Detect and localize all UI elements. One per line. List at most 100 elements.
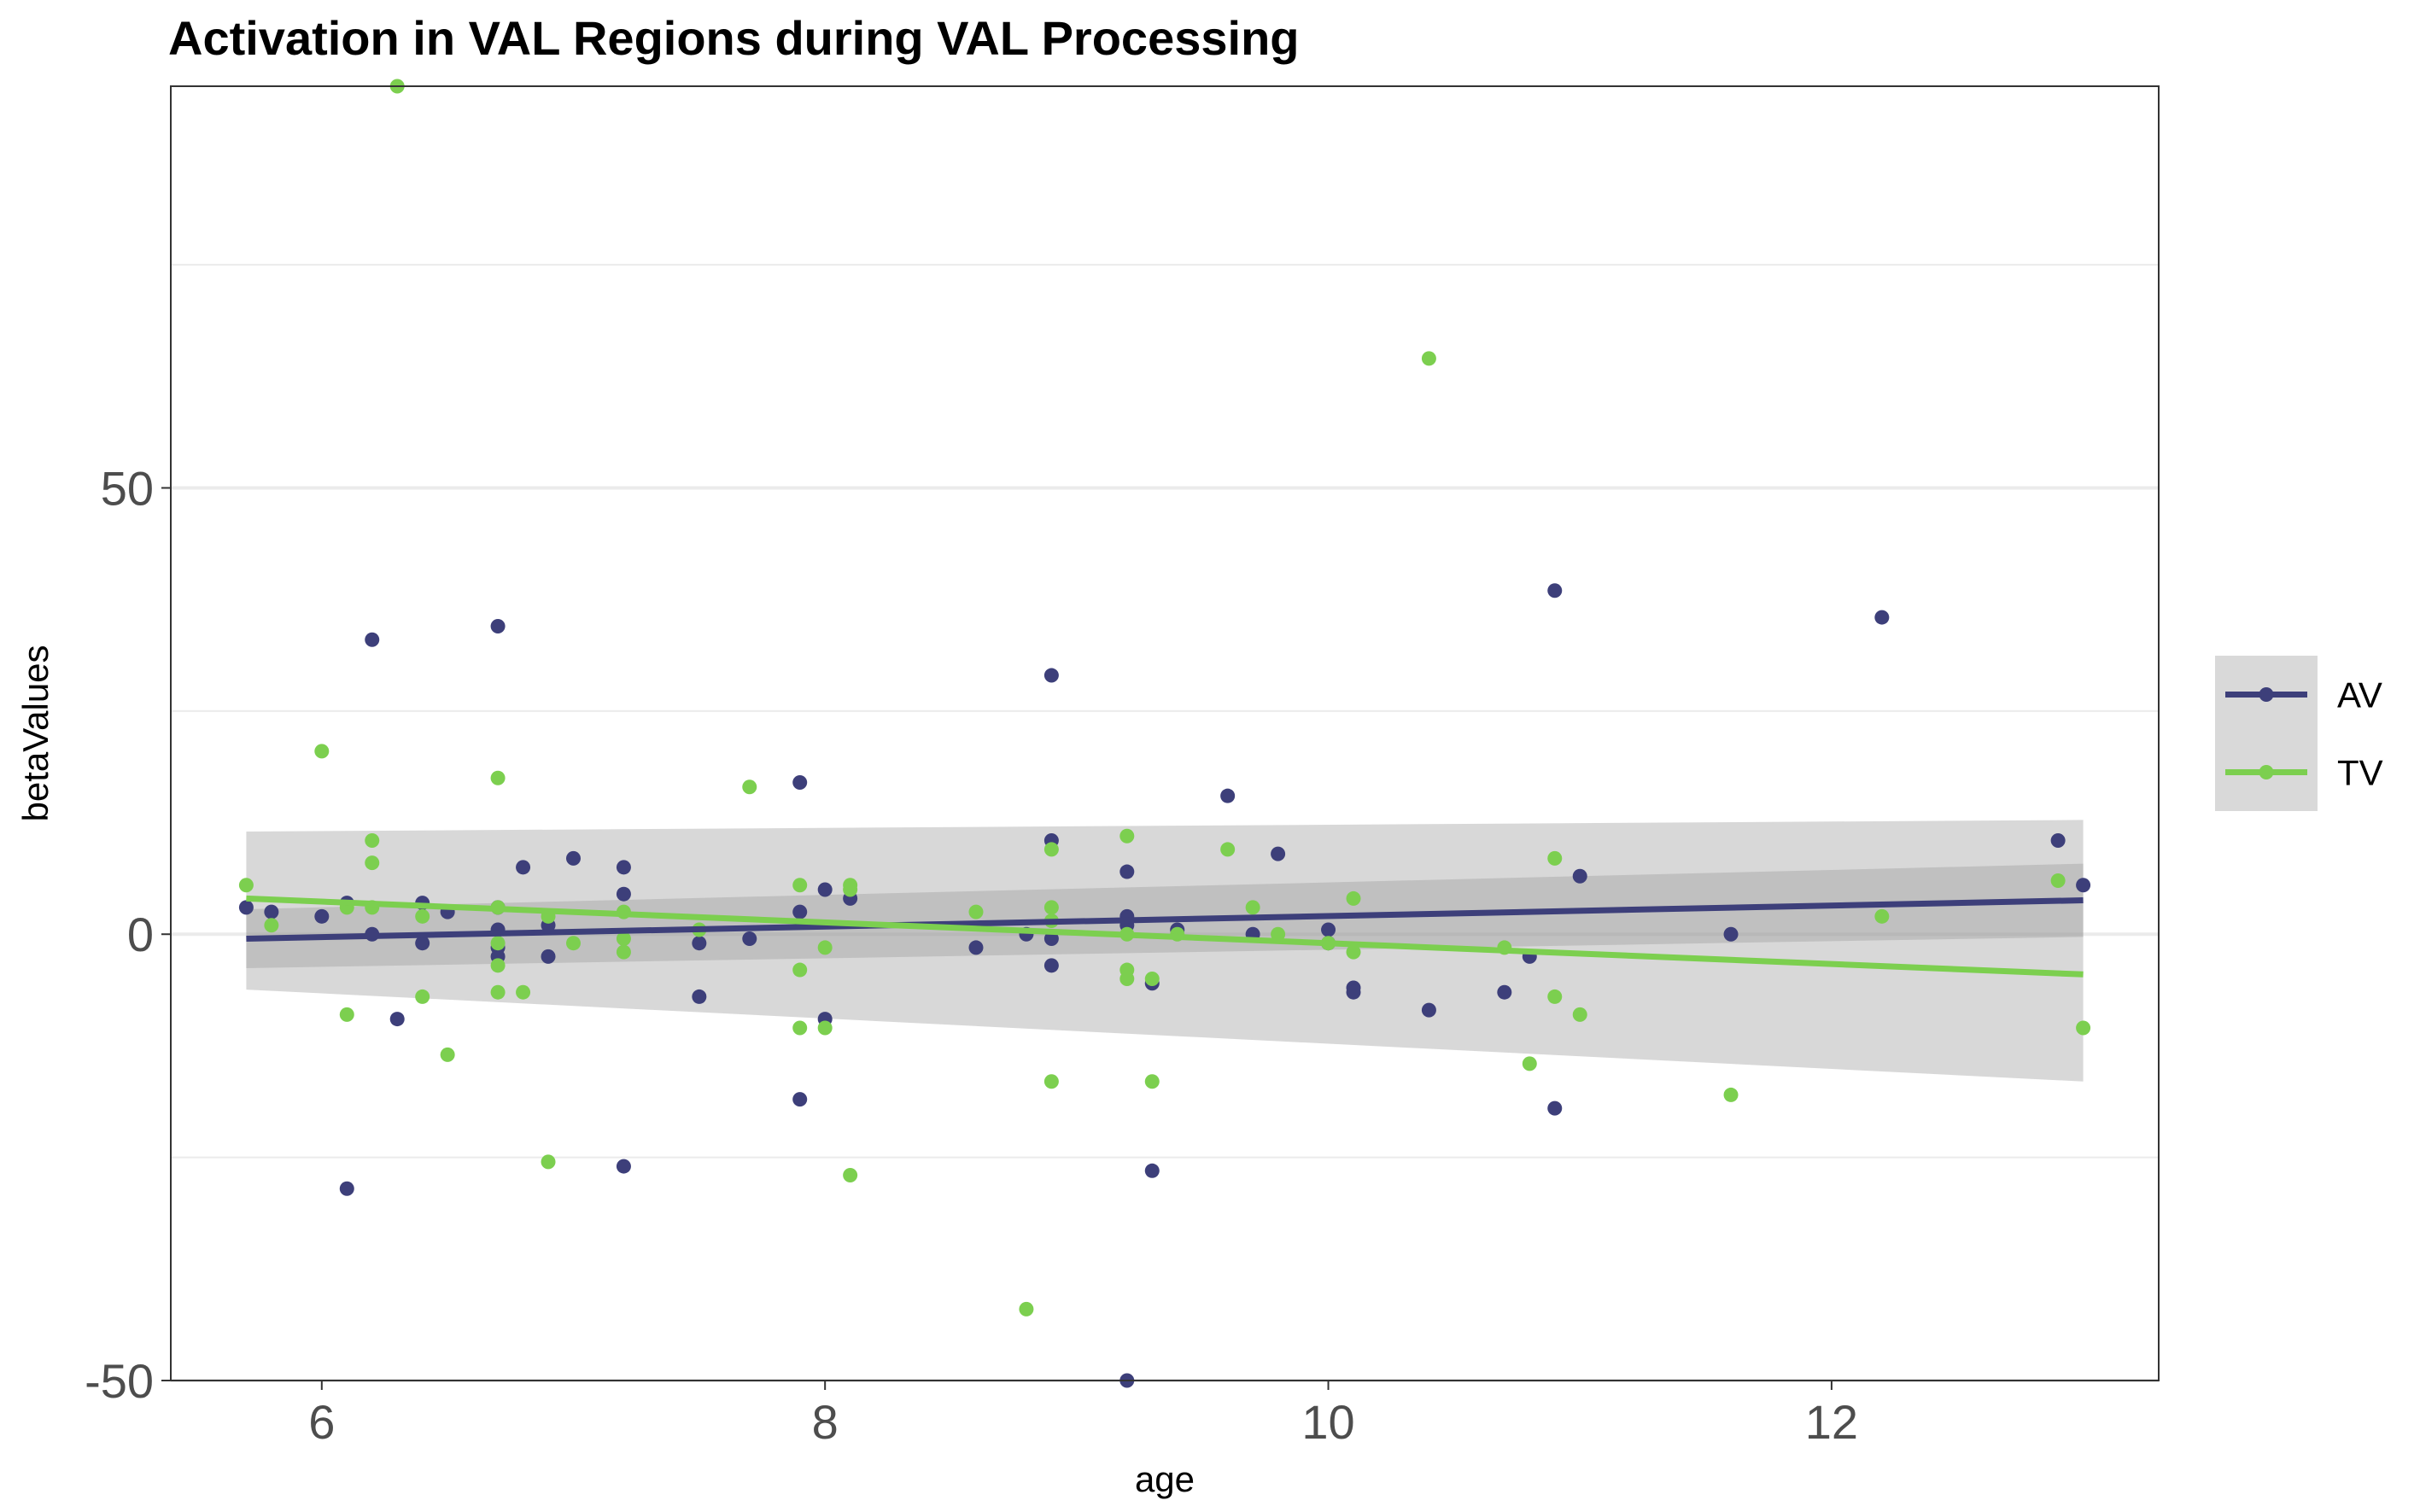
point-tv: [843, 882, 858, 897]
point-av: [1874, 610, 1890, 625]
point-av: [565, 850, 581, 866]
point-av: [1043, 931, 1059, 946]
point-tv: [415, 908, 430, 924]
point-av: [742, 931, 757, 946]
axes: 6 8 10 12 50 0 -50: [85, 461, 1858, 1449]
point-tv: [1271, 926, 1286, 942]
point-av: [1346, 984, 1361, 1000]
point-tv: [1572, 1007, 1587, 1022]
point-tv: [1119, 828, 1135, 844]
legend-label-av: AV: [2337, 675, 2382, 715]
point-tv: [792, 1020, 808, 1036]
point-tv: [1144, 972, 1160, 987]
point-tv: [1019, 1301, 1034, 1316]
plot-panel: [171, 86, 2159, 1381]
point-av: [616, 886, 631, 902]
fit-line-av: [246, 897, 2084, 942]
point-av: [692, 936, 707, 951]
point-av: [968, 940, 984, 955]
point-av: [490, 619, 506, 634]
point-tv: [1043, 842, 1059, 857]
point-av: [314, 908, 330, 924]
point-av: [1220, 788, 1236, 803]
point-tv: [516, 984, 531, 1000]
point-tv: [264, 918, 279, 933]
legend-key-point: [2259, 687, 2274, 702]
x-tick-label: 12: [1805, 1395, 1858, 1449]
point-tv: [2050, 873, 2066, 889]
point-tv: [792, 962, 808, 978]
y-tick-label: 50: [101, 461, 154, 515]
point-tv: [541, 1154, 556, 1170]
point-av: [1547, 1100, 1563, 1116]
point-tv: [1144, 1074, 1160, 1089]
point-tv: [843, 1168, 858, 1183]
point-tv: [1522, 1056, 1537, 1071]
point-av: [616, 1159, 631, 1174]
point-av: [516, 860, 531, 875]
point-av: [692, 989, 707, 1004]
legend-key-background: [2215, 656, 2318, 811]
legend-label-tv: TV: [2337, 753, 2383, 793]
fit-lines: [246, 895, 2084, 978]
point-tv: [490, 770, 506, 785]
x-tick-label: 6: [308, 1395, 335, 1449]
point-tv: [365, 855, 380, 871]
point-tv: [1346, 944, 1361, 960]
point-av: [1421, 1002, 1436, 1018]
x-tick-label: 8: [812, 1395, 839, 1449]
point-av: [817, 882, 833, 897]
point-tv: [1043, 900, 1059, 915]
y-tick-label: 0: [127, 908, 154, 961]
point-tv: [1547, 989, 1563, 1004]
point-tv: [365, 832, 380, 848]
point-av: [1572, 868, 1587, 884]
point-tv: [238, 878, 254, 893]
point-av: [2076, 878, 2091, 893]
point-av: [264, 904, 279, 919]
point-tv: [314, 744, 330, 759]
point-av: [389, 1012, 405, 1027]
point-av: [792, 775, 808, 791]
point-av: [1723, 926, 1739, 942]
point-av: [339, 1181, 354, 1196]
confidence-band-tv: [246, 820, 2084, 1082]
point-tv: [2076, 1020, 2091, 1036]
x-tick-label: 10: [1301, 1395, 1354, 1449]
point-tv: [1723, 1087, 1739, 1102]
point-av: [792, 904, 808, 919]
point-tv: [792, 878, 808, 893]
point-tv: [817, 1020, 833, 1036]
plot-border: [170, 85, 2160, 1381]
point-tv: [1245, 900, 1260, 915]
point-tv: [490, 984, 506, 1000]
point-av: [1119, 864, 1135, 879]
point-tv: [817, 940, 833, 955]
point-tv: [1547, 850, 1563, 866]
point-tv: [968, 904, 984, 919]
y-tick-label: -50: [85, 1354, 154, 1408]
point-tv: [616, 944, 631, 960]
point-tv: [440, 1047, 455, 1062]
point-tv: [1421, 351, 1436, 366]
point-tv: [742, 779, 757, 795]
point-tv: [490, 958, 506, 973]
point-av: [365, 632, 380, 647]
point-av: [1321, 922, 1336, 937]
legend-key-point: [2259, 765, 2274, 779]
point-av: [1043, 668, 1059, 683]
point-av: [1043, 958, 1059, 973]
point-tv: [565, 936, 581, 951]
point-av: [415, 936, 430, 951]
point-av: [1271, 846, 1286, 861]
y-axis-title: betaValues: [15, 645, 56, 821]
point-av: [1144, 1163, 1160, 1178]
point-tv: [1346, 890, 1361, 906]
point-tv: [339, 1007, 354, 1022]
point-av: [541, 949, 556, 964]
point-tv: [1043, 1074, 1059, 1089]
point-av: [1547, 583, 1563, 598]
point-tv: [616, 931, 631, 946]
x-axis-title: age: [1135, 1459, 1195, 1499]
